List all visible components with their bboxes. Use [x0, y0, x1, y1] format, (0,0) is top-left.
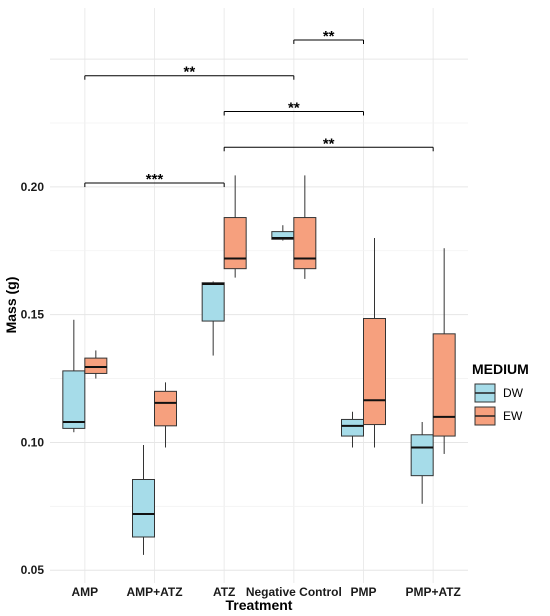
significance-label: **	[288, 100, 300, 117]
box-iqr	[363, 318, 386, 426]
box-iqr	[201, 282, 225, 322]
x-axis-title: Treatment	[226, 597, 293, 613]
box-iqr	[293, 217, 317, 270]
box-iqr	[223, 217, 247, 270]
box-ew-2	[223, 175, 247, 278]
significance-label: **	[183, 64, 195, 81]
x-tick-label: AMP	[71, 585, 98, 599]
box-layer	[62, 175, 456, 555]
box-ew-3	[293, 175, 317, 279]
x-axis: AMP AMP+ATZ ATZ Negative Control PMP PMP+ATZ	[71, 585, 460, 599]
significance-layer: ***********	[84, 28, 434, 188]
box-dw-0	[62, 319, 86, 433]
x-tick-label: ATZ	[213, 585, 235, 599]
grid-lines	[50, 8, 468, 583]
box-dw-5	[410, 422, 434, 504]
y-tick-label: 0.05	[21, 563, 45, 577]
box-ew-1	[154, 382, 177, 448]
x-tick-label: AMP+ATZ	[126, 585, 182, 599]
significance-bracket: **	[293, 28, 364, 45]
y-tick-label: 0.15	[21, 308, 45, 322]
box-iqr	[84, 357, 108, 374]
y-tick-label: 0.10	[21, 435, 45, 449]
box-dw-2	[201, 281, 225, 356]
legend: MEDIUM DW EW	[472, 361, 529, 426]
y-axis-title: Mass (g)	[3, 277, 19, 334]
box-ew-5	[432, 248, 456, 454]
legend-label-ew: EW	[503, 409, 523, 423]
significance-label: **	[323, 28, 335, 45]
significance-bracket: ***	[84, 171, 225, 188]
legend-label-dw: DW	[503, 386, 524, 400]
y-axis: 0.05 0.10 0.15 0.20	[21, 180, 45, 577]
box-dw-3	[271, 225, 295, 241]
x-tick-label: Negative Control	[246, 585, 342, 599]
x-tick-label: PMP	[350, 585, 376, 599]
significance-bracket: **	[223, 135, 434, 152]
box-iqr	[154, 390, 177, 427]
significance-bracket: **	[223, 100, 364, 117]
box-ew-4	[363, 238, 386, 448]
box-iqr	[341, 418, 364, 437]
box-iqr	[132, 479, 155, 538]
significance-bracket: **	[84, 64, 295, 81]
significance-label: ***	[146, 171, 164, 188]
box-iqr	[410, 434, 434, 477]
x-tick-label: PMP+ATZ	[405, 585, 460, 599]
box-dw-1	[132, 445, 155, 555]
legend-title: MEDIUM	[472, 361, 529, 377]
box-iqr	[62, 370, 86, 429]
box-iqr	[432, 333, 456, 437]
box-ew-0	[84, 350, 108, 379]
significance-label: **	[323, 135, 335, 152]
y-tick-label: 0.20	[21, 180, 45, 194]
box-dw-4	[341, 411, 364, 448]
